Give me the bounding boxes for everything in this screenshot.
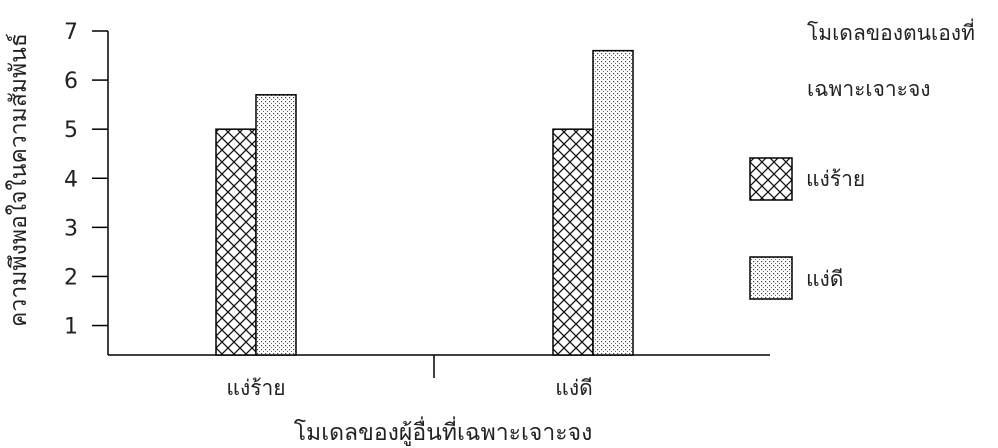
y-tick-label: 5	[64, 118, 78, 143]
legend-title-line-2: เฉพาะเจาะจง	[807, 77, 931, 101]
y-tick-label: 4	[64, 167, 78, 192]
bar-2-category-1	[255, 94, 297, 356]
y-tick-label: 6	[64, 69, 78, 94]
y-tick-label: 7	[64, 20, 78, 45]
y-axis-title: ความพึงพอใจในความสัมพันธ์	[5, 33, 32, 327]
bars	[215, 49, 634, 356]
x-axis-title: โมเดลของผู้อื่นที่เฉพาะเจาะจง	[294, 416, 593, 446]
x-category-label: แง่ดี	[555, 376, 592, 400]
bar-2-category-2	[592, 49, 634, 356]
axes	[107, 31, 770, 378]
y-tick-label: 3	[64, 216, 78, 241]
legend-swatch-dots	[749, 256, 793, 300]
bar-1-category-2	[552, 128, 594, 356]
legend-swatch-crosshatch	[749, 157, 793, 201]
legend-label-series-1: แง่ร้าย	[806, 167, 865, 191]
legend-label-series-2: แง่ดี	[806, 267, 843, 291]
legend-title-line-1: โมเดลของตนเองที่	[807, 18, 975, 45]
legend: โมเดลของตนเองที่ เฉพาะเจาะจง แง่ร้าย แง่…	[749, 18, 975, 300]
y-tick-label: 2	[64, 265, 78, 290]
y-ticks: 1 2 3 4 5 6 7	[64, 20, 108, 340]
bar-1-category-1	[215, 128, 257, 356]
x-category-label: แง่ร้าย	[226, 376, 285, 400]
x-category-labels: แง่ร้าย แง่ดี	[226, 376, 592, 400]
y-tick-label: 1	[64, 315, 78, 340]
